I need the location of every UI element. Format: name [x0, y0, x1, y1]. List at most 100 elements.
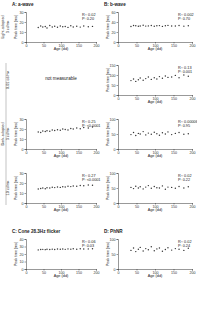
point — [188, 25, 189, 26]
point — [60, 129, 61, 130]
x-tick: 200 — [190, 269, 196, 275]
point — [46, 248, 47, 249]
panel: 050100150200010203040Age (dd)Peak time (… — [14, 238, 100, 278]
y-tick: 20 — [20, 182, 27, 186]
panel: 050100150200050100Age (dd)Peak time (ms)… — [106, 118, 197, 158]
point — [178, 132, 179, 133]
y-tick: 20 — [112, 31, 119, 35]
point — [40, 249, 41, 250]
y-tick-mark — [25, 149, 27, 150]
y-tick: 0 — [22, 202, 27, 206]
point — [154, 186, 155, 187]
point — [67, 129, 68, 130]
y-tick-label: 0 — [114, 148, 116, 152]
y-tick: 0 — [22, 268, 27, 272]
x-tick: 50 — [42, 269, 46, 275]
point — [175, 188, 176, 189]
y-tick-label: 20 — [20, 253, 24, 257]
y-tick-label: 50 — [112, 187, 116, 191]
point — [62, 186, 63, 187]
panel-title: B: b-wave — [104, 2, 126, 7]
point — [151, 188, 152, 189]
point — [133, 247, 134, 248]
annotation: R²: 0.002 — [178, 13, 194, 17]
point — [67, 185, 68, 186]
y-axis-line — [117, 13, 119, 43]
y-tick-mark — [25, 129, 27, 130]
x-tick-label: 150 — [76, 205, 82, 209]
point — [130, 187, 131, 188]
point — [175, 133, 176, 134]
point — [139, 77, 140, 78]
y-tick-mark — [117, 22, 119, 23]
y-tick: 40 — [20, 238, 27, 242]
y-axis-title: Peak time (ms) — [106, 68, 110, 92]
point — [159, 25, 160, 26]
y-tick-label: 30 — [20, 172, 24, 176]
y-tick-mark — [117, 65, 119, 66]
y-axis-line — [25, 120, 27, 150]
x-tick: 0 — [118, 95, 120, 101]
annotation: P: 0.70 — [178, 17, 190, 21]
y-tick-mark — [25, 183, 27, 184]
y-tick-mark — [117, 32, 119, 33]
x-tick: 150 — [76, 203, 82, 209]
annotation: P: 0.03 — [82, 244, 94, 248]
y-tick-mark — [25, 119, 27, 120]
row-label: 3 cd/m² — [6, 20, 10, 33]
x-tick: 50 — [42, 149, 46, 155]
y-tick-mark — [25, 193, 27, 194]
x-tick: 150 — [171, 42, 177, 48]
point — [67, 27, 68, 28]
point — [73, 26, 74, 27]
point — [142, 79, 143, 80]
y-tick-mark — [117, 134, 119, 135]
y-tick: 20 — [20, 128, 27, 132]
y-tick: 30 — [20, 245, 27, 249]
point — [151, 79, 152, 80]
point — [139, 247, 140, 248]
x-axis-title: Age (dd) — [54, 47, 69, 51]
point — [60, 25, 61, 26]
point — [64, 249, 65, 250]
y-tick: 0 — [22, 41, 27, 45]
panel-title: A: a-wave — [12, 2, 34, 7]
point — [162, 77, 163, 78]
x-tick: 50 — [135, 95, 139, 101]
point — [154, 250, 155, 251]
point — [42, 130, 43, 131]
point — [167, 247, 168, 248]
x-tick: 0 — [26, 203, 28, 209]
x-tick-label: 200 — [190, 44, 196, 48]
y-tick-label: 10 — [20, 192, 24, 196]
point — [159, 76, 160, 77]
point — [156, 187, 157, 188]
point — [49, 249, 50, 250]
x-tick: 50 — [135, 203, 139, 209]
point — [67, 248, 68, 249]
y-tick-label: 20 — [20, 128, 24, 132]
y-tick: 20 — [20, 253, 27, 257]
point — [70, 248, 71, 249]
point — [60, 187, 61, 188]
panel: 0501001502000102030Age (dd)Peak time (ms… — [14, 118, 100, 158]
point — [42, 187, 43, 188]
y-tick: 30 — [20, 11, 27, 15]
panel-title: D: PhNR — [104, 229, 123, 234]
y-tick-label: 100 — [110, 74, 116, 78]
y-tick-label: 10 — [20, 31, 24, 35]
y-tick: 50 — [112, 253, 119, 257]
annotation: P: 0.001 — [178, 70, 192, 74]
point — [145, 25, 146, 26]
x-tick-label: 200 — [190, 271, 196, 275]
y-tick: 10 — [20, 138, 27, 142]
y-tick-mark — [117, 42, 119, 43]
x-tick: 200 — [94, 203, 100, 209]
point — [135, 251, 136, 252]
x-axis-title: Age (dd) — [148, 274, 163, 278]
point — [76, 185, 77, 186]
annotation: P: 0.20 — [82, 17, 94, 21]
x-tick: 200 — [94, 149, 100, 155]
point — [92, 26, 93, 27]
panel: 0501001502000204060Age (dd)Peak time (ms… — [106, 11, 196, 51]
